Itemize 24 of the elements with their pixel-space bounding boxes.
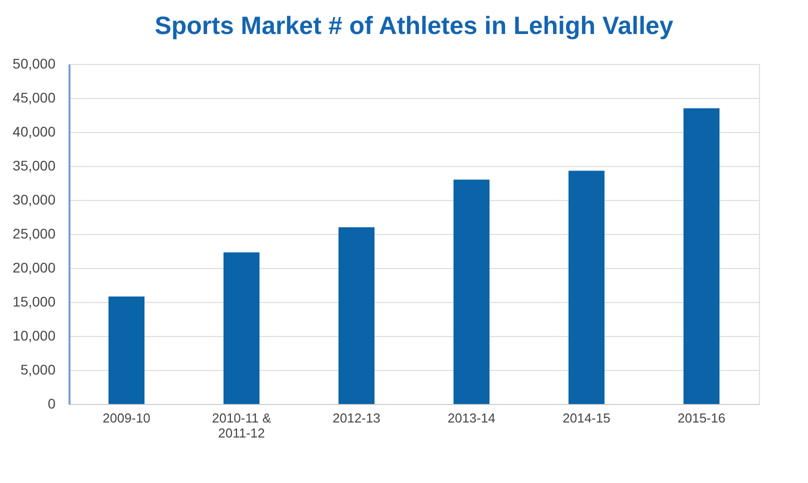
bar bbox=[224, 252, 260, 404]
bar bbox=[108, 296, 144, 404]
y-tick-label: 50,000 bbox=[12, 56, 56, 72]
y-tick-label: 30,000 bbox=[12, 192, 56, 208]
chart-title: Sports Market # of Athletes in Lehigh Valley bbox=[154, 12, 674, 40]
x-tick-label: 2009-10 bbox=[102, 410, 150, 426]
y-tick-label: 20,000 bbox=[12, 260, 56, 276]
x-tick-label: 2010-11 & 2011-12 bbox=[212, 410, 272, 440]
y-tick-label: 5,000 bbox=[20, 362, 56, 378]
y-tick-label: 25,000 bbox=[12, 226, 56, 242]
x-tick-label: 2015-16 bbox=[678, 410, 726, 426]
x-tick-label: 2012-13 bbox=[332, 410, 380, 426]
bar bbox=[454, 180, 490, 404]
y-tick-label: 45,000 bbox=[12, 90, 56, 106]
y-tick-label: 35,000 bbox=[12, 158, 56, 174]
x-tick-label: 2014-15 bbox=[562, 410, 610, 426]
bar bbox=[568, 170, 604, 404]
y-tick-label: 0 bbox=[48, 396, 56, 412]
y-tick-label: 10,000 bbox=[12, 328, 56, 344]
y-tick-label: 40,000 bbox=[12, 124, 56, 140]
y-tick-label: 15,000 bbox=[12, 294, 56, 310]
bar bbox=[684, 108, 720, 404]
x-tick-label: 2013-14 bbox=[448, 410, 496, 426]
bar bbox=[338, 227, 374, 404]
